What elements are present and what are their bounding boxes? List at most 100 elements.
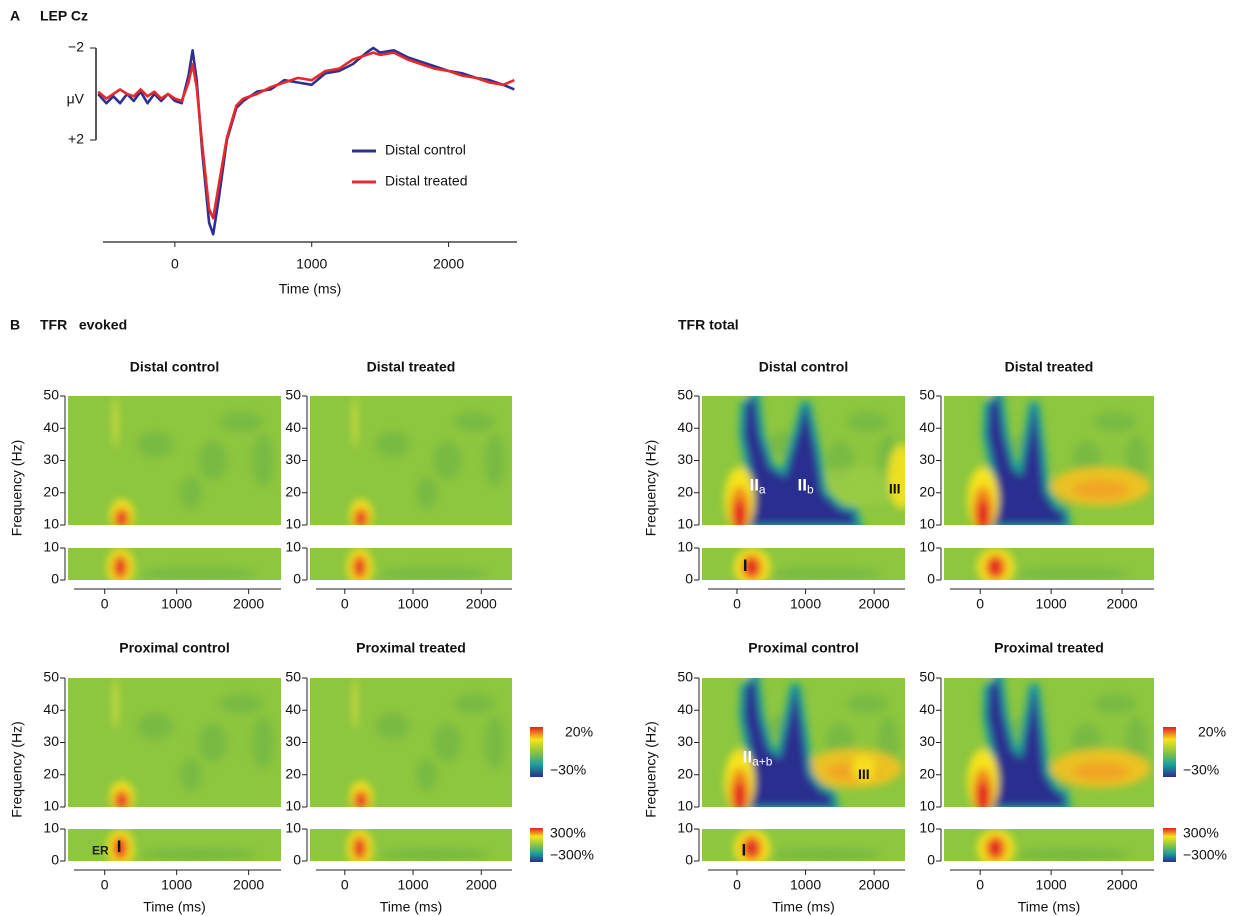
y-tick-label: 40 <box>677 701 693 717</box>
y-tick-label: 30 <box>285 451 301 467</box>
y-tick-label: 20 <box>919 483 935 499</box>
y-tick-label: 0 <box>51 852 59 868</box>
map-feature <box>733 499 746 525</box>
annotation: I <box>117 838 122 857</box>
map-feature <box>453 412 495 432</box>
y-axis-label: Frequency (Hz) <box>9 721 25 817</box>
panel-label: A <box>10 8 20 24</box>
map-feature <box>988 557 1003 577</box>
x-tick-label: 2000 <box>433 256 464 272</box>
y-tick-label: 30 <box>43 733 59 749</box>
colorbar-label: 300% <box>550 825 586 841</box>
map-features <box>109 396 274 525</box>
map-blur <box>733 548 881 580</box>
annotation-text: ER <box>92 844 109 858</box>
annotation-text: I <box>743 557 748 576</box>
annotation: IIa+b <box>743 748 773 769</box>
y-tick-label: 40 <box>43 419 59 435</box>
y-tick-label: 50 <box>919 669 935 685</box>
map-blur <box>109 396 274 525</box>
annotation-sub: b <box>807 482 814 496</box>
map-blur <box>106 829 256 861</box>
y-tick-label: 30 <box>43 451 59 467</box>
x-axis-label: Time (ms) <box>279 281 341 297</box>
y-tick-label: 10 <box>677 539 693 555</box>
colorbar-label: 20% <box>1198 724 1226 740</box>
y-tick-label: 10 <box>677 798 693 814</box>
y-tick-label: 10 <box>285 539 301 555</box>
y-tick-label: 10 <box>285 798 301 814</box>
annotation-text: III <box>858 765 870 781</box>
map-feature <box>743 678 834 807</box>
map-feature <box>846 412 888 432</box>
colorbar-label: −300% <box>550 847 594 863</box>
map-feature <box>378 848 489 861</box>
legend-label: Distal control <box>385 142 466 158</box>
colorbar-label: −30% <box>550 762 586 778</box>
map-features <box>346 548 489 580</box>
panel-title: Distal treated <box>367 359 456 375</box>
annotation: III <box>858 765 870 781</box>
panel-title: Proximal control <box>119 640 229 656</box>
map-feature <box>733 781 746 807</box>
panel-title: Proximal control <box>748 640 858 656</box>
map-blur <box>724 396 905 525</box>
map-feature <box>355 510 366 525</box>
y-tick-label: 20 <box>285 483 301 499</box>
x-axis-label: Time (ms) <box>143 899 205 915</box>
map-features <box>349 678 506 807</box>
y-tick-label: −2 <box>68 39 84 55</box>
map-feature <box>988 838 1003 858</box>
map-feature <box>987 678 1066 807</box>
annotation: I <box>743 557 748 576</box>
x-tick-label: 1000 <box>1036 877 1067 893</box>
x-tick-label: 0 <box>733 596 741 612</box>
x-tick-label: 1000 <box>1036 596 1067 612</box>
colorbar <box>530 828 543 862</box>
x-tick-label: 1000 <box>397 877 428 893</box>
y-tick-label: 10 <box>919 798 935 814</box>
x-axis-label: Time (ms) <box>772 899 834 915</box>
y-tick-label: 0 <box>685 852 693 868</box>
panel-label: B <box>10 317 20 333</box>
x-tick-label: 2000 <box>466 877 497 893</box>
map-blur <box>967 678 1151 807</box>
x-tick-label: 1000 <box>790 596 821 612</box>
series-line <box>97 51 515 220</box>
map-feature <box>416 476 437 509</box>
panel-title: Distal control <box>130 359 219 375</box>
colorbar-label: −30% <box>1183 762 1219 778</box>
y-tick-label: 0 <box>51 571 59 587</box>
map-feature <box>140 567 256 580</box>
map-feature <box>771 848 881 861</box>
map-feature <box>1093 412 1137 432</box>
map-feature <box>375 431 410 458</box>
x-tick-label: 1000 <box>790 877 821 893</box>
y-tick-label: 10 <box>43 516 59 532</box>
panel-title: Distal treated <box>1005 359 1094 375</box>
map-feature <box>744 838 759 858</box>
y-tick-label: 10 <box>285 820 301 836</box>
y-tick-label: 20 <box>43 765 59 781</box>
x-tick-label: 2000 <box>233 596 264 612</box>
colorbar-label: −300% <box>1183 847 1227 863</box>
map-feature <box>180 758 202 791</box>
y-tick-label: 40 <box>919 701 935 717</box>
y-tick-label: 30 <box>677 451 693 467</box>
colorbar <box>1163 828 1176 862</box>
y-tick-label: 10 <box>43 539 59 555</box>
map-blur <box>976 829 1130 861</box>
x-tick-label: 1000 <box>161 877 192 893</box>
map-blur <box>349 678 506 807</box>
map-features <box>106 548 256 580</box>
x-tick-label: 2000 <box>466 596 497 612</box>
y-tick-label: 20 <box>43 483 59 499</box>
x-tick-label: 0 <box>976 596 984 612</box>
annotation-text: II <box>797 476 806 495</box>
annotation-text: III <box>889 480 901 496</box>
map-feature <box>1015 567 1130 580</box>
y-tick-label: 0 <box>927 852 935 868</box>
map-feature <box>987 396 1066 525</box>
map-blur <box>346 829 489 861</box>
map-feature <box>1072 479 1130 500</box>
